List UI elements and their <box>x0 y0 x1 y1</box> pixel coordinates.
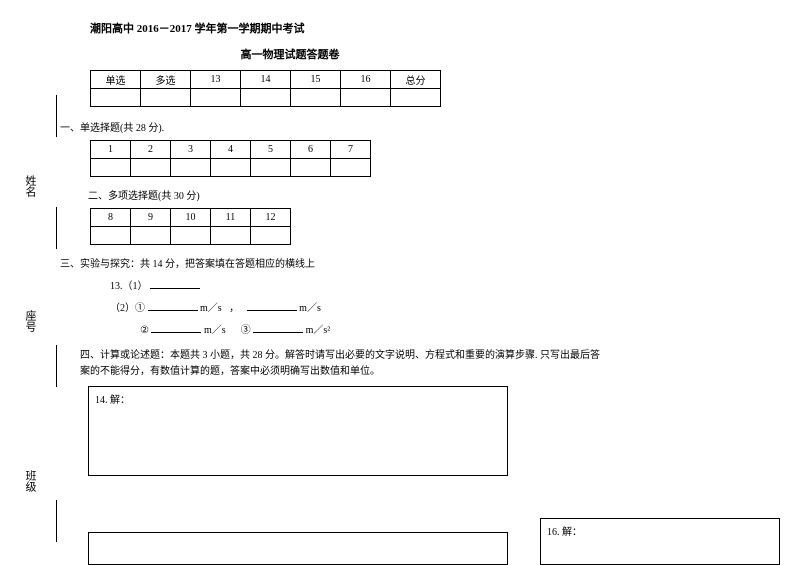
q-number-cell: 4 <box>211 141 251 159</box>
side-rule-4 <box>56 500 57 542</box>
q-number-cell: 2 <box>131 141 171 159</box>
fill-blank[interactable] <box>253 323 303 333</box>
q-number-cell: 9 <box>131 209 171 227</box>
section2-heading: 二、多项选择题(共 30 分) <box>88 187 600 202</box>
score-cell[interactable] <box>191 89 241 107</box>
table-row: 单选 多选 13 14 15 16 总分 <box>91 71 441 89</box>
side-label-name: 姓名 <box>22 175 38 197</box>
answer-cell[interactable] <box>131 159 171 177</box>
unit-ms2: m／s² <box>306 325 331 336</box>
fill-blank[interactable] <box>247 301 297 311</box>
q-number-cell: 7 <box>331 141 371 159</box>
q13-line3: ② m／s ③ m／s² <box>140 320 600 342</box>
q15-answer-box[interactable] <box>88 532 508 565</box>
unit-ms: m／s <box>204 325 226 336</box>
table-row <box>91 159 371 177</box>
q13-2-2-label: ② <box>140 325 149 336</box>
q13-1-label: 13.（1） <box>110 281 148 292</box>
q13-line1: 13.（1） <box>110 276 600 298</box>
score-header-cell: 16 <box>341 71 391 89</box>
score-cell[interactable] <box>391 89 441 107</box>
exam-subtitle: 高一物理试题答题卷 <box>90 46 490 62</box>
side-rule-1 <box>56 95 57 137</box>
q-number-cell: 11 <box>211 209 251 227</box>
section3-heading: 三、实验与探究：共 14 分，把答案填在答题相应的横线上 <box>60 255 600 270</box>
score-header-cell: 14 <box>241 71 291 89</box>
q-number-cell: 5 <box>251 141 291 159</box>
section4-heading: 四、计算或论述题：本题共 3 小题，共 28 分。解答时请写出必要的文字说明、方… <box>80 348 600 380</box>
side-label-class: 班级 <box>22 470 38 492</box>
side-rule-2 <box>56 207 57 249</box>
side-label-column: 姓名 座号 班级 <box>22 0 42 565</box>
q13-line2: （2）① m／s ， m／s <box>110 298 600 320</box>
multi-choice-table: 8 9 10 11 12 <box>90 208 291 245</box>
table-row: 8 9 10 11 12 <box>91 209 291 227</box>
score-header-cell: 单选 <box>91 71 141 89</box>
table-row <box>91 89 441 107</box>
score-cell[interactable] <box>141 89 191 107</box>
answer-cell[interactable] <box>331 159 371 177</box>
answer-cell[interactable] <box>91 159 131 177</box>
page-content: 潮阳高中 2016－2017 学年第一学期期中考试 高一物理试题答题卷 单选 多… <box>60 20 600 476</box>
q-number-cell: 12 <box>251 209 291 227</box>
side-label-seat: 座号 <box>22 310 38 332</box>
q16-label: 16. 解： <box>547 527 582 538</box>
fill-blank[interactable] <box>151 323 201 333</box>
section1-heading: 一、单选择题(共 28 分). <box>60 119 600 134</box>
q-number-cell: 10 <box>171 209 211 227</box>
q-number-cell: 6 <box>291 141 331 159</box>
answer-cell[interactable] <box>211 159 251 177</box>
score-summary-table: 单选 多选 13 14 15 16 总分 <box>90 70 441 107</box>
separator: ， <box>229 303 239 314</box>
unit-ms: m／s <box>299 303 321 314</box>
score-cell[interactable] <box>341 89 391 107</box>
table-row: 1 2 3 4 5 6 7 <box>91 141 371 159</box>
q16-answer-box[interactable]: 16. 解： <box>540 518 780 565</box>
single-choice-table: 1 2 3 4 5 6 7 <box>90 140 371 177</box>
q-number-cell: 1 <box>91 141 131 159</box>
answer-cell[interactable] <box>171 159 211 177</box>
answer-cell[interactable] <box>251 227 291 245</box>
score-cell[interactable] <box>91 89 141 107</box>
answer-cell[interactable] <box>291 159 331 177</box>
q-number-cell: 8 <box>91 209 131 227</box>
answer-cell[interactable] <box>131 227 171 245</box>
q13-2-3-label: ③ <box>241 325 251 336</box>
answer-cell[interactable] <box>251 159 291 177</box>
score-header-cell: 15 <box>291 71 341 89</box>
score-header-cell: 总分 <box>391 71 441 89</box>
fill-blank[interactable] <box>150 279 200 289</box>
score-cell[interactable] <box>291 89 341 107</box>
answer-cell[interactable] <box>91 227 131 245</box>
score-cell[interactable] <box>241 89 291 107</box>
answer-cell[interactable] <box>211 227 251 245</box>
q13-2-1-label: （2）① <box>110 303 145 314</box>
exam-header: 潮阳高中 2016－2017 学年第一学期期中考试 <box>90 20 600 36</box>
answer-cell[interactable] <box>171 227 211 245</box>
side-rule-3 <box>56 345 57 387</box>
unit-ms: m／s <box>200 303 222 314</box>
q14-label: 14. 解： <box>95 395 130 406</box>
score-header-cell: 多选 <box>141 71 191 89</box>
q-number-cell: 3 <box>171 141 211 159</box>
fill-blank[interactable] <box>148 301 198 311</box>
score-header-cell: 13 <box>191 71 241 89</box>
q14-answer-box[interactable]: 14. 解： <box>88 386 508 476</box>
table-row <box>91 227 291 245</box>
